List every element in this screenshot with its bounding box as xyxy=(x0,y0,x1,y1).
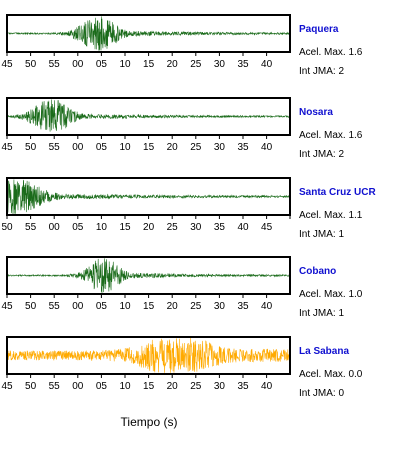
x-tick-label: 45 xyxy=(1,59,13,70)
x-tick-label: 50 xyxy=(25,301,37,312)
x-tick-label: 50 xyxy=(25,381,37,392)
station-panel: 45 50 55 00 05 10 15 20 25 30 35 40 Nosara Acel. Max.… xyxy=(1,97,363,160)
x-tick-label: 35 xyxy=(237,142,249,153)
x-tick-label: 30 xyxy=(214,381,226,392)
x-tick-label: 50 xyxy=(25,142,37,153)
x-tick-label: 35 xyxy=(237,59,249,70)
x-tick-label: 20 xyxy=(167,381,179,392)
x-tick-label: 15 xyxy=(143,59,155,70)
x-tick-label: 35 xyxy=(214,222,226,233)
x-tick-label: 55 xyxy=(49,59,61,70)
x-tick-label: 45 xyxy=(1,142,13,153)
station-name: Cobano xyxy=(299,266,336,277)
x-tick-label: 20 xyxy=(167,142,179,153)
x-tick-label: 40 xyxy=(261,142,273,153)
x-tick-label: 55 xyxy=(49,301,61,312)
waveform-series xyxy=(6,16,291,51)
x-tick-label: 00 xyxy=(72,381,84,392)
x-tick-label: 00 xyxy=(72,142,84,153)
x-tick-label: 00 xyxy=(49,222,61,233)
max-acceleration-label: Acel. Max. 1.1 xyxy=(299,210,363,221)
x-tick-label: 55 xyxy=(25,222,37,233)
x-tick-label: 45 xyxy=(261,222,273,233)
jma-intensity-label: Int JMA: 1 xyxy=(299,308,344,319)
x-tick-label: 40 xyxy=(237,222,249,233)
x-tick-label: 20 xyxy=(143,222,155,233)
station-name: Nosara xyxy=(299,107,333,118)
x-tick-label: 05 xyxy=(96,59,108,70)
jma-intensity-label: Int JMA: 1 xyxy=(299,229,344,240)
x-tick-label: 30 xyxy=(214,142,226,153)
x-tick-label: 05 xyxy=(96,381,108,392)
x-tick-label: 30 xyxy=(214,59,226,70)
max-acceleration-label: Acel. Max. 1.6 xyxy=(299,47,363,58)
x-tick-label: 10 xyxy=(96,222,108,233)
jma-intensity-label: Int JMA: 2 xyxy=(299,149,344,160)
x-tick-label: 30 xyxy=(190,222,202,233)
x-tick-label: 05 xyxy=(96,301,108,312)
station-name: Paquera xyxy=(299,24,339,35)
x-tick-label: 10 xyxy=(119,59,131,70)
x-tick-label: 20 xyxy=(167,59,179,70)
x-tick-label: 50 xyxy=(25,59,37,70)
x-tick-label: 05 xyxy=(96,142,108,153)
max-acceleration-label: Acel. Max. 1.0 xyxy=(299,289,363,300)
x-tick-label: 25 xyxy=(190,59,202,70)
x-tick-label: 30 xyxy=(214,301,226,312)
x-tick-label: 05 xyxy=(72,222,84,233)
station-panel: 45 50 55 00 05 10 15 20 25 30 35 40 Paquera Acel. Max… xyxy=(1,14,363,77)
x-tick-label: 15 xyxy=(143,301,155,312)
x-tick-label: 15 xyxy=(143,142,155,153)
x-tick-label: 40 xyxy=(261,301,273,312)
x-tick-label: 40 xyxy=(261,381,273,392)
waveform-series xyxy=(6,337,291,373)
waveform-series xyxy=(6,258,291,293)
x-tick-label: 35 xyxy=(237,381,249,392)
waveform-series xyxy=(6,99,291,132)
x-tick-label: 10 xyxy=(119,142,131,153)
x-tick-label: 00 xyxy=(72,59,84,70)
station-panel: 45 50 55 00 05 10 15 20 25 30 35 40 Cobano Acel. Max.… xyxy=(1,256,363,319)
x-tick-label: 45 xyxy=(1,381,13,392)
station-name: Santa Cruz UCR xyxy=(299,187,376,198)
station-name: La Sabana xyxy=(299,346,349,357)
x-tick-label: 15 xyxy=(143,381,155,392)
x-tick-label: 25 xyxy=(167,222,179,233)
jma-intensity-label: Int JMA: 0 xyxy=(299,388,344,399)
x-tick-label: 20 xyxy=(167,301,179,312)
x-tick-label: 55 xyxy=(49,381,61,392)
x-tick-label: 25 xyxy=(190,301,202,312)
x-tick-label: 10 xyxy=(119,301,131,312)
x-tick-label: 00 xyxy=(72,301,84,312)
x-tick-label: 25 xyxy=(190,381,202,392)
x-tick-label: 40 xyxy=(261,59,273,70)
waveform-series xyxy=(6,179,291,214)
max-acceleration-label: Acel. Max. 0.0 xyxy=(299,369,363,380)
x-tick-label: 15 xyxy=(119,222,131,233)
x-tick-label: 35 xyxy=(237,301,249,312)
x-axis-title: Tiempo (s) xyxy=(121,415,178,429)
x-tick-label: 25 xyxy=(190,142,202,153)
x-tick-label: 45 xyxy=(1,301,13,312)
max-acceleration-label: Acel. Max. 1.6 xyxy=(299,130,363,141)
x-tick-label: 50 xyxy=(1,222,13,233)
x-tick-label: 55 xyxy=(49,142,61,153)
station-panel: 45 50 55 00 05 10 15 20 25 30 35 40 La Sabana Acel. M… xyxy=(1,336,363,399)
station-panel: 50 55 00 05 10 15 20 25 30 35 40 45 Santa Cruz UCR Ac… xyxy=(1,177,376,240)
jma-intensity-label: Int JMA: 2 xyxy=(299,66,344,77)
x-tick-label: 10 xyxy=(119,381,131,392)
